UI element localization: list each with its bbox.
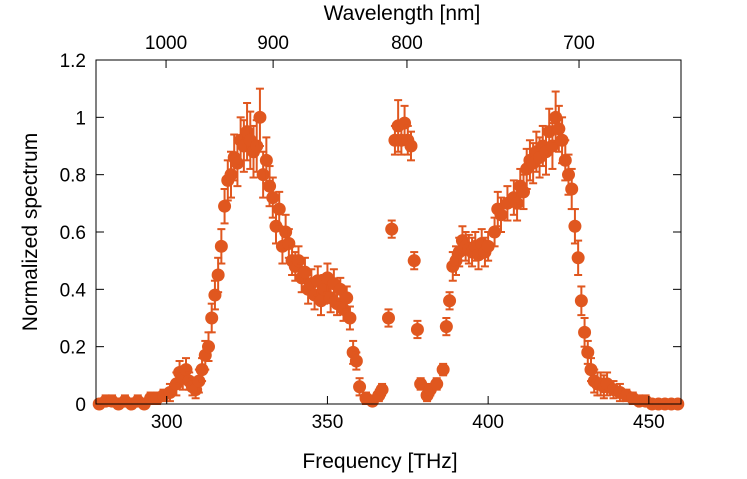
- data-point: [578, 317, 592, 348]
- data-point: [353, 377, 367, 397]
- y-tick-label: 0.6: [60, 223, 86, 244]
- data-marker: [272, 202, 286, 216]
- data-marker: [214, 239, 228, 253]
- data-marker: [179, 363, 193, 377]
- data-marker: [253, 110, 267, 124]
- data-marker: [282, 236, 296, 250]
- data-point: [253, 87, 267, 147]
- data-marker: [224, 168, 238, 182]
- data-point: [205, 302, 219, 334]
- data-marker: [565, 182, 579, 196]
- y-tick-label: 1.2: [60, 51, 86, 72]
- data-marker: [517, 185, 530, 199]
- data-marker: [343, 311, 357, 325]
- data-point: [571, 239, 585, 276]
- data-point: [382, 308, 395, 328]
- data-point: [568, 208, 582, 245]
- x-tick-label: 400: [472, 412, 504, 433]
- data-point: [349, 351, 363, 371]
- data-point: [214, 228, 228, 265]
- data-point: [385, 219, 399, 239]
- x-tick-label: 450: [633, 412, 665, 433]
- data-marker: [488, 225, 502, 239]
- data-marker: [481, 239, 495, 253]
- data-marker: [349, 354, 363, 368]
- data-marker: [205, 311, 219, 325]
- y-axis-title: Normalized spectrum: [19, 133, 42, 331]
- data-marker: [208, 288, 222, 302]
- top-axis-title: Wavelength [nm]: [324, 2, 481, 25]
- top-tick-label: 900: [257, 33, 289, 54]
- data-point: [439, 317, 453, 337]
- data-marker: [353, 380, 367, 394]
- data-marker: [574, 294, 588, 308]
- data-point: [494, 196, 508, 233]
- data-marker: [439, 320, 453, 334]
- data-marker: [414, 377, 428, 391]
- data-marker: [202, 340, 215, 354]
- x-tick-label: 300: [151, 412, 183, 433]
- data-point: [218, 188, 232, 225]
- data-marks: [92, 87, 685, 411]
- data-point: [430, 377, 444, 391]
- data-marker: [375, 383, 389, 397]
- data-point: [581, 339, 595, 365]
- data-marker: [578, 325, 592, 339]
- data-marker: [407, 254, 421, 268]
- data-marker: [568, 219, 582, 233]
- data-marker: [263, 179, 277, 193]
- data-point: [436, 362, 450, 377]
- data-marker: [436, 363, 450, 377]
- y-tick-label: 0.2: [60, 338, 86, 359]
- data-point: [574, 285, 588, 317]
- data-point: [404, 130, 418, 162]
- data-marker: [211, 268, 225, 282]
- data-marker: [443, 294, 457, 308]
- data-point: [414, 377, 428, 391]
- data-marker: [266, 191, 280, 205]
- data-point: [481, 231, 495, 262]
- y-tick-label: 1: [75, 108, 86, 129]
- data-marker: [256, 168, 270, 182]
- y-tick-label: 0.8: [60, 166, 86, 187]
- data-marker: [404, 139, 418, 153]
- data-point: [272, 190, 286, 228]
- axes: 0 0.2 0.4 0.6 0.8 1 1.2 300 350 400 450 1000 900 800 7…: [60, 33, 682, 433]
- x-tick-label: 350: [312, 412, 344, 433]
- data-point: [343, 305, 357, 331]
- data-point: [410, 319, 424, 340]
- y-tick-label: 0: [75, 395, 86, 416]
- top-tick-label: 1000: [145, 33, 187, 54]
- data-marker: [382, 311, 395, 325]
- data-marker: [571, 251, 585, 265]
- data-point: [208, 279, 222, 311]
- data-marker: [558, 153, 572, 167]
- data-point: [407, 251, 421, 271]
- data-marker: [398, 116, 412, 130]
- data-marker: [552, 122, 566, 136]
- data-marker: [292, 254, 305, 268]
- data-marker: [340, 291, 354, 305]
- data-marker: [562, 168, 575, 182]
- data-marker: [385, 222, 399, 236]
- data-point: [375, 382, 389, 397]
- data-marker: [410, 322, 424, 336]
- data-marker: [494, 208, 508, 222]
- data-marker: [298, 265, 312, 279]
- y-tick-label: 0.4: [60, 280, 87, 301]
- data-marker: [581, 345, 595, 359]
- top-tick-label: 700: [563, 33, 595, 54]
- top-tick-label: 800: [391, 33, 423, 54]
- data-marker: [218, 199, 232, 213]
- data-point: [443, 291, 457, 311]
- data-marker: [259, 153, 273, 167]
- x-axis-title: Frequency [THz]: [302, 450, 457, 473]
- data-point: [517, 173, 530, 211]
- data-marker: [430, 377, 444, 391]
- data-point: [266, 176, 280, 219]
- data-marker: [279, 225, 293, 239]
